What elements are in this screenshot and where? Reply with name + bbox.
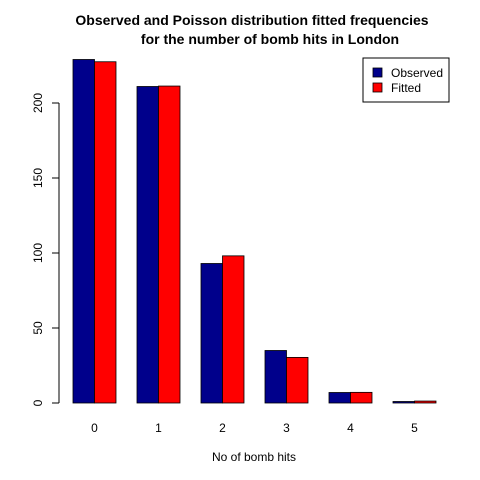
x-tick-label-2: 2 bbox=[219, 421, 226, 435]
bar-fitted-2 bbox=[222, 255, 245, 404]
legend-label-observed: Observed bbox=[391, 66, 443, 80]
y-tick-label: 200 bbox=[31, 93, 45, 113]
y-tick-label: 0 bbox=[31, 399, 45, 406]
bar-observed-4 bbox=[328, 392, 351, 404]
y-tick-label: 150 bbox=[31, 168, 45, 188]
chart-title-line2: for the number of bomb hits in London bbox=[141, 31, 399, 47]
x-tick-label-1: 1 bbox=[155, 421, 162, 435]
x-tick-label-0: 0 bbox=[91, 421, 98, 435]
bar-observed-1 bbox=[136, 86, 159, 404]
bar-fitted-1 bbox=[158, 85, 181, 404]
y-tick-label: 50 bbox=[31, 321, 45, 335]
bar-fitted-5 bbox=[414, 400, 437, 404]
x-tick-label-4: 4 bbox=[347, 421, 354, 435]
y-axis: 0 50 100 150 200 bbox=[31, 93, 60, 406]
x-tick-label-3: 3 bbox=[283, 421, 290, 435]
bar-observed-3 bbox=[264, 350, 287, 404]
y-tick-label: 100 bbox=[31, 243, 45, 263]
bar-observed-0 bbox=[72, 59, 95, 404]
x-tick-label-5: 5 bbox=[411, 421, 418, 435]
bar-observed-2 bbox=[200, 263, 223, 404]
legend-label-fitted: Fitted bbox=[391, 81, 421, 95]
chart-title-line1: Observed and Poisson distribution fitted… bbox=[75, 12, 428, 28]
bar-fitted-3 bbox=[286, 356, 309, 404]
bar-observed-5 bbox=[392, 401, 415, 404]
x-tick-labels: 0 1 2 3 4 5 bbox=[91, 421, 418, 435]
legend-box bbox=[362, 57, 450, 103]
bar-fitted-4 bbox=[350, 391, 373, 404]
legend-swatch-observed bbox=[372, 67, 383, 78]
x-axis-label: No of bomb hits bbox=[212, 450, 296, 464]
legend-swatch-fitted bbox=[372, 82, 383, 93]
bars-group bbox=[72, 59, 437, 404]
legend: Observed Fitted bbox=[362, 57, 450, 103]
bar-fitted-0 bbox=[94, 61, 117, 404]
